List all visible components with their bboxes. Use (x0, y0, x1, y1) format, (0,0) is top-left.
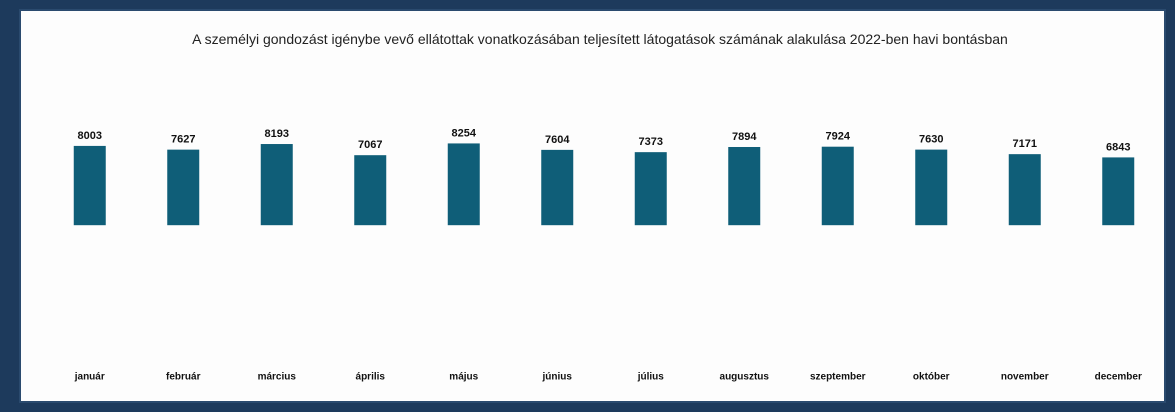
chart-area (19, 9, 1166, 403)
chart-title: A személyi gondozást igénybe vevő elláto… (192, 31, 1008, 47)
value-label: 7171 (1013, 138, 1037, 150)
bar (260, 144, 293, 226)
value-label: 7627 (171, 134, 195, 146)
x-tick-label: november (1001, 372, 1049, 383)
value-label: 7373 (639, 136, 663, 148)
title-box: A személyi gondozást igénybe vevő elláto… (192, 31, 1008, 47)
x-tick-label: október (913, 372, 950, 383)
bar (915, 149, 948, 226)
x-tick-label: augusztus (720, 372, 770, 383)
x-tick-label: április (356, 372, 386, 383)
x-tick-label: január (74, 372, 105, 383)
bar (1102, 157, 1135, 226)
x-tick-label: február (166, 372, 201, 383)
value-label: 7604 (545, 134, 570, 146)
bar (73, 145, 106, 226)
bar (447, 143, 480, 226)
bar (821, 146, 854, 226)
value-label: 6843 (1106, 141, 1130, 153)
bar (541, 149, 574, 226)
value-label: 7924 (826, 131, 851, 143)
x-tick-label: július (637, 372, 665, 383)
x-tick-label: május (449, 372, 478, 383)
value-label: 7067 (358, 139, 382, 151)
x-tick-label: szeptember (810, 372, 866, 383)
x-tick-label: június (542, 372, 573, 383)
bar (167, 149, 200, 226)
value-label: 8254 (452, 127, 477, 139)
bar (634, 152, 667, 226)
value-label: 7894 (732, 131, 757, 143)
value-label: 8003 (78, 130, 102, 142)
value-label: 7630 (919, 134, 943, 146)
value-label: 8193 (265, 128, 289, 140)
x-tick-label: december (1095, 372, 1142, 383)
x-tick-label: március (258, 372, 297, 383)
bar (1008, 154, 1041, 226)
bar (354, 155, 387, 226)
bar (728, 146, 761, 226)
